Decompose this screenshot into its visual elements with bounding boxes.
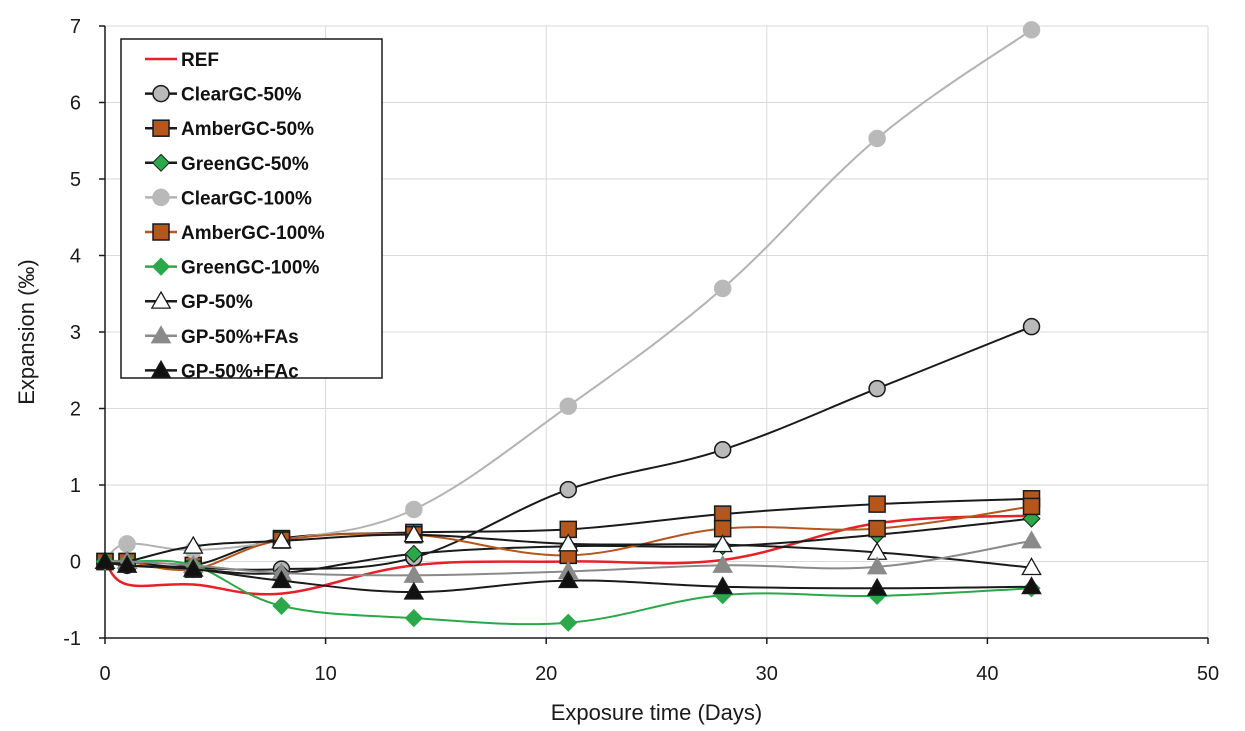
data-point bbox=[271, 530, 292, 549]
x-tick-label: 10 bbox=[314, 663, 336, 685]
y-tick-label: 4 bbox=[70, 246, 81, 268]
legend-item: REF bbox=[145, 50, 219, 71]
legend-label: GP-50%+FAc bbox=[181, 361, 299, 382]
data-point bbox=[868, 519, 886, 538]
data-point bbox=[1022, 317, 1041, 336]
data-point bbox=[1021, 576, 1042, 595]
legend-item: GreenGC-50% bbox=[145, 153, 309, 175]
x-tick-label: 40 bbox=[976, 663, 998, 685]
legend: REF ClearGC-50% AmberGC-50% GreenGC-50% Clea… bbox=[120, 38, 383, 382]
y-tick-label: -1 bbox=[63, 628, 81, 650]
y-tick-label: 7 bbox=[70, 16, 81, 38]
series-line bbox=[104, 505, 1032, 571]
data-point bbox=[403, 581, 425, 600]
x-tick-label: 0 bbox=[99, 663, 110, 685]
y-tick-label: 2 bbox=[70, 399, 81, 421]
data-point bbox=[404, 609, 423, 628]
legend-swatch-marker bbox=[150, 325, 172, 344]
data-point bbox=[712, 554, 734, 573]
series-line bbox=[104, 559, 1032, 626]
y-tick-label: 6 bbox=[70, 93, 81, 115]
x-tick-label: 20 bbox=[535, 663, 557, 685]
data-point bbox=[866, 556, 888, 575]
y-tick-label: 1 bbox=[70, 475, 81, 497]
data-point bbox=[1021, 557, 1042, 576]
data-point bbox=[713, 441, 732, 459]
data-point bbox=[272, 596, 291, 615]
legend-item: ClearGC-100% bbox=[145, 188, 312, 209]
legend-swatch-marker bbox=[152, 119, 170, 137]
legend-swatch-marker bbox=[152, 188, 170, 207]
data-point bbox=[559, 613, 578, 632]
legend-label: ClearGC-50% bbox=[181, 85, 301, 106]
legend-item: GP-50% bbox=[145, 290, 253, 313]
series-line bbox=[103, 514, 1032, 596]
series-ref bbox=[103, 514, 1032, 596]
y-axis-title: Expansion (‰) bbox=[14, 259, 39, 405]
data-point bbox=[405, 500, 423, 519]
y-tick-label: 3 bbox=[70, 322, 81, 344]
data-point bbox=[559, 480, 578, 499]
legend-label: GP-50% bbox=[181, 292, 253, 313]
legend-swatch-marker bbox=[150, 290, 172, 309]
legend-item: ClearGC-50% bbox=[145, 85, 301, 106]
series-line bbox=[104, 560, 1032, 594]
data-point bbox=[94, 550, 116, 570]
legend-label: AmberGC-100% bbox=[181, 223, 325, 244]
legend-label: GP-50%+FAs bbox=[181, 327, 299, 348]
data-point bbox=[403, 524, 425, 543]
data-point bbox=[868, 379, 886, 398]
legend-label: ClearGC-100% bbox=[181, 188, 312, 209]
data-point bbox=[713, 505, 732, 523]
legend-item: GreenGC-100% bbox=[145, 257, 319, 279]
data-point bbox=[557, 533, 579, 552]
legend-item: GP-50%+FAs bbox=[145, 325, 299, 348]
data-point bbox=[1022, 21, 1041, 39]
x-tick-label: 50 bbox=[1197, 663, 1219, 685]
data-point bbox=[404, 544, 423, 563]
data-point bbox=[118, 535, 136, 553]
y-tick-label: 0 bbox=[70, 552, 81, 574]
legend-label: GreenGC-100% bbox=[181, 258, 319, 279]
data-point bbox=[712, 576, 734, 595]
legend-label: REF bbox=[181, 50, 219, 71]
axes: 0 10 20 30 40 50 -1 0 1 2 3 4 5 6 7 bbox=[63, 16, 1219, 685]
data-point bbox=[182, 558, 204, 577]
data-point bbox=[182, 535, 204, 554]
data-point bbox=[1021, 530, 1042, 549]
legend-swatch-marker bbox=[150, 359, 172, 378]
legend-label: AmberGC-50% bbox=[181, 119, 314, 140]
legend-swatch-marker bbox=[152, 223, 170, 241]
legend-item: AmberGC-100% bbox=[145, 223, 325, 244]
legend-label: GreenGC-50% bbox=[181, 154, 309, 175]
y-tick-label: 5 bbox=[70, 169, 81, 191]
series-line bbox=[104, 533, 1032, 569]
data-point bbox=[712, 534, 734, 553]
series-layer bbox=[94, 21, 1042, 632]
data-point bbox=[559, 397, 578, 415]
series-line bbox=[104, 29, 1033, 563]
legend-swatch-marker bbox=[152, 84, 170, 103]
data-point bbox=[713, 279, 732, 298]
x-tick-label: 30 bbox=[756, 663, 778, 685]
series-line bbox=[104, 497, 1032, 568]
gridlines bbox=[105, 25, 1209, 639]
data-point bbox=[1022, 497, 1041, 516]
legend-item: AmberGC-50% bbox=[145, 119, 314, 140]
legend-swatch-marker bbox=[151, 153, 171, 172]
data-point bbox=[557, 570, 579, 589]
data-point bbox=[116, 554, 138, 573]
data-point bbox=[866, 577, 888, 596]
data-point bbox=[868, 129, 886, 148]
data-point bbox=[271, 570, 292, 589]
legend-swatch-marker bbox=[151, 257, 171, 276]
data-point bbox=[868, 495, 886, 513]
x-axis-title: Exposure time (Days) bbox=[551, 700, 763, 725]
series-line bbox=[104, 539, 1032, 577]
legend-item: GP-50%+FAc bbox=[145, 359, 299, 382]
series-gp-50-fac bbox=[94, 550, 1042, 600]
